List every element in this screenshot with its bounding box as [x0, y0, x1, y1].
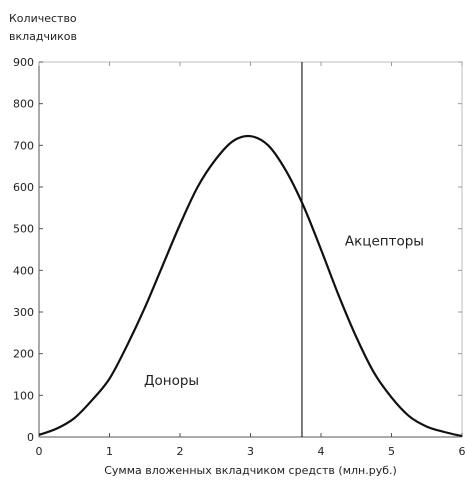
y-tick-label: 300 — [13, 306, 34, 319]
plot-frame — [38, 61, 463, 438]
y-tick-label: 200 — [13, 348, 34, 361]
y-tick-label: 400 — [13, 264, 34, 277]
y-tick-label: 900 — [13, 56, 34, 69]
x-tick-label: 4 — [318, 445, 325, 458]
series-group — [38, 134, 463, 438]
x-tick-label: 5 — [388, 445, 395, 458]
y-tick-label: 500 — [13, 223, 34, 236]
y-tick-label: 100 — [13, 389, 34, 402]
y-tick-label: 800 — [13, 98, 34, 111]
annotation-label: Доноры — [144, 373, 199, 389]
x-tick-label: 1 — [106, 445, 113, 458]
x-axis-label: Сумма вложенных вкладчиком средств (млн.… — [104, 464, 397, 477]
y-tick-label: 700 — [13, 139, 34, 152]
x-tick-label: 3 — [247, 445, 254, 458]
annotations: Доноры Акцепторы — [144, 233, 424, 389]
x-tick-label: 0 — [36, 445, 43, 458]
x-tick-label: 6 — [459, 445, 465, 458]
y-axis-label-line: Количество — [9, 12, 77, 25]
distribution-curve — [38, 134, 463, 438]
x-tick-label: 2 — [177, 445, 184, 458]
y-tick-label: 600 — [13, 181, 34, 194]
y-tick-label: 0 — [27, 431, 34, 444]
plot-border — [38, 61, 463, 438]
y-axis-ticks: 0 100 200 300 400 500 600 700 800 900 — [13, 56, 462, 444]
y-axis-label: Количество вкладчиков — [9, 12, 77, 43]
annotation-label: Акцепторы — [345, 233, 424, 249]
y-axis-label-line: вкладчиков — [9, 30, 77, 43]
x-axis-ticks: 0 1 2 3 4 5 6 — [36, 62, 465, 458]
